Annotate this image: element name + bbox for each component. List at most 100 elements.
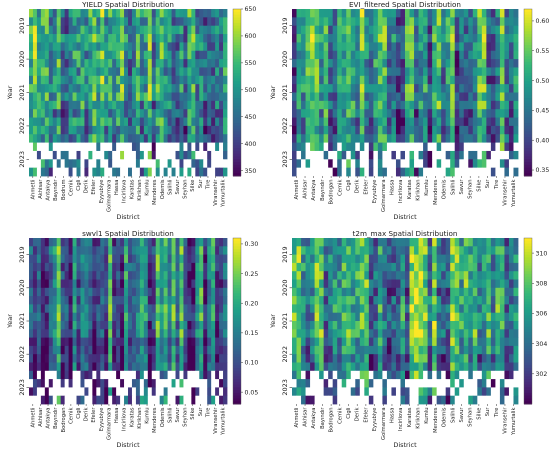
heatmap-cell <box>159 329 165 338</box>
colorbar-segment <box>524 125 532 130</box>
heatmap-cell <box>418 354 424 363</box>
heatmap-cell <box>341 150 347 160</box>
heatmap-cell <box>92 362 97 372</box>
heatmap-cell <box>147 109 153 118</box>
x-tick-label: Eyyubiye <box>372 408 378 432</box>
heatmap-cell <box>486 142 492 152</box>
heatmap-cell <box>495 370 501 380</box>
heatmap-cell <box>490 167 496 177</box>
heatmap-cell <box>96 379 101 388</box>
heatmap-cell <box>508 59 514 68</box>
heatmap-cell <box>432 370 438 380</box>
heatmap-cell <box>305 312 311 322</box>
heatmap-cell <box>373 167 379 177</box>
heatmap-cell <box>314 395 320 405</box>
heatmap-cell <box>147 42 153 52</box>
heatmap-cell <box>96 109 101 118</box>
heatmap-cell <box>36 150 42 160</box>
heatmap-cell <box>490 296 496 305</box>
heatmap-cell <box>459 25 465 35</box>
heatmap-cell <box>364 42 370 52</box>
heatmap-cell <box>499 387 505 397</box>
heatmap-cell <box>400 287 406 297</box>
heatmap-cell <box>504 100 510 110</box>
heatmap-cell <box>499 109 505 118</box>
heatmap-cell <box>112 117 117 127</box>
heatmap-cell <box>432 159 438 169</box>
heatmap-cell <box>84 75 89 85</box>
heatmap-cell <box>382 337 388 347</box>
heatmap-cell <box>80 395 85 405</box>
heatmap-cell <box>319 304 325 314</box>
heatmap-cell <box>56 125 62 135</box>
heatmap-cell <box>495 395 501 405</box>
heatmap-cell <box>199 370 204 380</box>
heatmap-cell <box>418 238 424 247</box>
heatmap-cell <box>151 238 157 247</box>
heatmap-cell <box>337 254 343 264</box>
heatmap-cell <box>427 117 433 127</box>
heatmap-cell <box>29 337 34 347</box>
heatmap-cell <box>296 370 302 380</box>
heatmap-cell <box>432 134 438 143</box>
heatmap-cell <box>139 262 145 272</box>
heatmap-cell <box>29 134 34 143</box>
heatmap-cell <box>131 42 137 52</box>
heatmap-cell <box>450 42 456 52</box>
colorbar-segment <box>524 395 532 399</box>
heatmap-cell <box>436 167 442 177</box>
heatmap-cell <box>405 304 410 314</box>
heatmap-cell <box>203 262 208 272</box>
heatmap-cell <box>296 304 302 314</box>
colorbar-segment <box>524 309 532 314</box>
heatmap-cell <box>337 9 343 18</box>
heatmap-cell <box>441 9 447 18</box>
heatmap-cell <box>499 279 505 289</box>
heatmap-cell <box>328 117 334 127</box>
heatmap-cell <box>29 287 34 297</box>
heatmap-cell <box>504 67 510 77</box>
heatmap-cell <box>368 25 374 35</box>
heatmap-cell <box>120 395 125 405</box>
heatmap-cell <box>346 59 352 68</box>
heatmap-cell <box>131 312 137 322</box>
heatmap-cell <box>92 167 97 177</box>
heatmap-cell <box>409 379 415 388</box>
colorbar-segment <box>524 128 532 132</box>
x-tick-label: Cemik <box>68 408 74 424</box>
heatmap-cell <box>44 329 50 338</box>
x-tick-label: Savur <box>459 407 465 423</box>
heatmap-cell <box>368 262 374 272</box>
colorbar-segment <box>233 123 241 127</box>
heatmap-cell <box>368 379 374 388</box>
heatmap-cell <box>359 321 365 330</box>
heatmap-cell <box>120 109 125 118</box>
x-tick-label: Golmarmara <box>381 180 387 212</box>
heatmap-cell <box>48 50 54 60</box>
heatmap-cell <box>131 354 137 363</box>
heatmap-cell <box>319 262 325 272</box>
heatmap-cell <box>116 142 121 152</box>
heatmap-cell <box>359 59 365 68</box>
heatmap-cell <box>131 362 137 372</box>
heatmap-cell <box>104 329 109 338</box>
heatmap-cell <box>391 354 397 363</box>
heatmap-cell <box>391 50 397 60</box>
heatmap-cell <box>183 150 188 160</box>
heatmap-cell <box>382 246 388 255</box>
heatmap-cell <box>472 17 478 27</box>
heatmap-cell <box>436 345 442 355</box>
heatmap-cell <box>112 312 117 322</box>
heatmap-cell <box>463 370 469 380</box>
heatmap-cell <box>477 329 483 338</box>
heatmap-cell <box>183 50 188 60</box>
heatmap-cell <box>454 142 460 152</box>
heatmap-cell <box>167 125 172 135</box>
heatmap-cell <box>423 312 428 322</box>
heatmap-cell <box>195 92 200 102</box>
heatmap-cell <box>143 271 149 280</box>
heatmap-cell <box>382 92 388 102</box>
heatmap-cell <box>305 362 311 372</box>
heatmap-cell <box>450 395 456 405</box>
heatmap-cell <box>382 167 388 177</box>
